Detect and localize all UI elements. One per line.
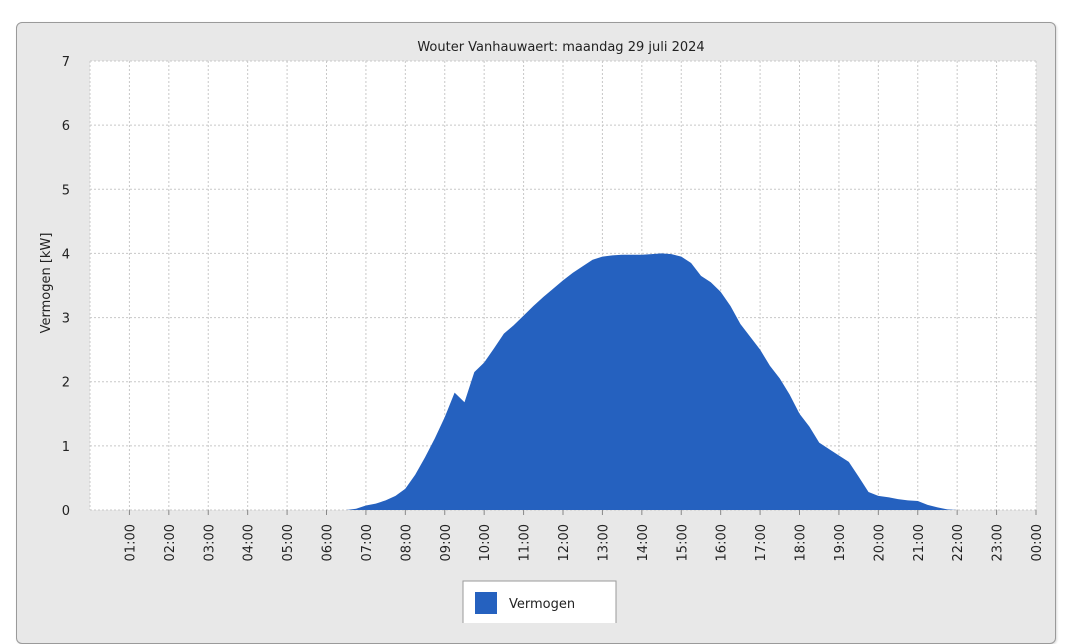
x-tick-label: 10:00: [478, 524, 493, 561]
x-tick-label: 15:00: [675, 524, 690, 561]
legend-label: Vermogen: [509, 597, 575, 612]
y-tick-label: 7: [62, 55, 70, 70]
y-tick-label: 2: [62, 376, 70, 391]
y-tick-label: 1: [62, 440, 70, 455]
legend-swatch: [475, 592, 497, 614]
x-tick-label: 14:00: [636, 524, 651, 561]
x-tick-label: 04:00: [242, 524, 257, 561]
x-tick-label: 01:00: [123, 524, 138, 561]
x-tick-label: 05:00: [281, 524, 296, 561]
x-tick-label: 21:00: [912, 524, 927, 561]
series-area-layer: [326, 253, 958, 510]
x-tick-label: 00:00: [1030, 524, 1045, 561]
x-tick-label: 12:00: [557, 524, 572, 561]
y-tick-label: 3: [62, 312, 70, 327]
y-tick-label: 0: [62, 504, 70, 519]
x-tick-label: 08:00: [399, 524, 414, 561]
x-tick-label: 03:00: [202, 524, 217, 561]
x-tick-label: 20:00: [872, 524, 887, 561]
x-tick-label: 19:00: [833, 524, 848, 561]
x-tick-label: 02:00: [163, 524, 178, 561]
chart-title: Wouter Vanhauwaert: maandag 29 juli 2024: [417, 40, 704, 55]
x-tick-label: 16:00: [715, 524, 730, 561]
y-tick-label: 5: [62, 183, 70, 198]
legend: Vermogen: [462, 580, 617, 623]
x-axis-ticks: 01:00 02:00 03:00 04:00 05:00 06:00 07:00 08:00…: [123, 510, 1045, 561]
y-tick-label: 6: [62, 119, 70, 134]
x-tick-label: 23:00: [991, 524, 1006, 561]
x-tick-label: 17:00: [754, 524, 769, 561]
chart: Wouter Vanhauwaert: maandag 29 juli 2024…: [39, 40, 1045, 623]
x-tick-label: 07:00: [360, 524, 375, 561]
x-tick-label: 18:00: [794, 524, 809, 561]
x-tick-label: 11:00: [518, 524, 533, 561]
x-tick-label: 06:00: [321, 524, 336, 561]
series-area-vermogen: [326, 253, 958, 510]
y-axis-ticks: 0 1 2 3 4 5 6 7: [62, 55, 70, 519]
x-tick-label: 09:00: [439, 524, 454, 561]
x-tick-label: 22:00: [951, 524, 966, 561]
y-axis-label: Vermogen [kW]: [39, 233, 54, 334]
x-tick-label: 13:00: [596, 524, 611, 561]
y-tick-label: 4: [62, 247, 70, 262]
